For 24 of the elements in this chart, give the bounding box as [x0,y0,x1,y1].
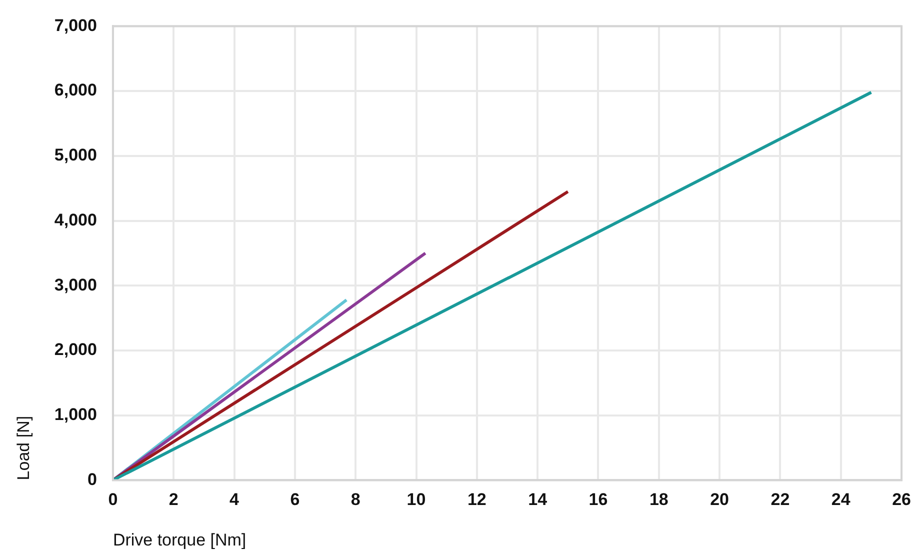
x-tick-label: 8 [350,490,360,510]
y-tick-label: 3,000 [54,275,97,294]
x-axis-title: Drive torque [Nm] [112,530,246,550]
x-tick-label: 22 [770,490,790,510]
x-tick-label: 26 [892,490,912,510]
x-tick-label: 14 [528,490,548,510]
x-tick-label: 18 [649,490,668,510]
x-tick-label: 24 [831,490,851,510]
x-tick-label: 0 [108,490,118,510]
y-tick-label: 6,000 [54,80,97,100]
y-tick-label: 2,000 [54,340,97,360]
x-tick-label: 10 [406,490,426,510]
y-tick-label: 4,000 [54,210,97,230]
x-tick-label: 12 [467,490,486,510]
x-tick-label: 16 [588,490,608,510]
y-tick-label: 7,000 [54,16,97,35]
x-tick-label: 4 [230,490,240,510]
y-tick-label: 0 [87,470,97,489]
x-tick-label: 20 [710,490,730,510]
y-tick-label: 1,000 [54,405,97,424]
y-axis-title: Load [N] [14,416,33,480]
y-tick-label: 5,000 [54,146,97,165]
x-tick-label: 2 [168,490,178,510]
x-tick-label: 6 [290,490,300,510]
